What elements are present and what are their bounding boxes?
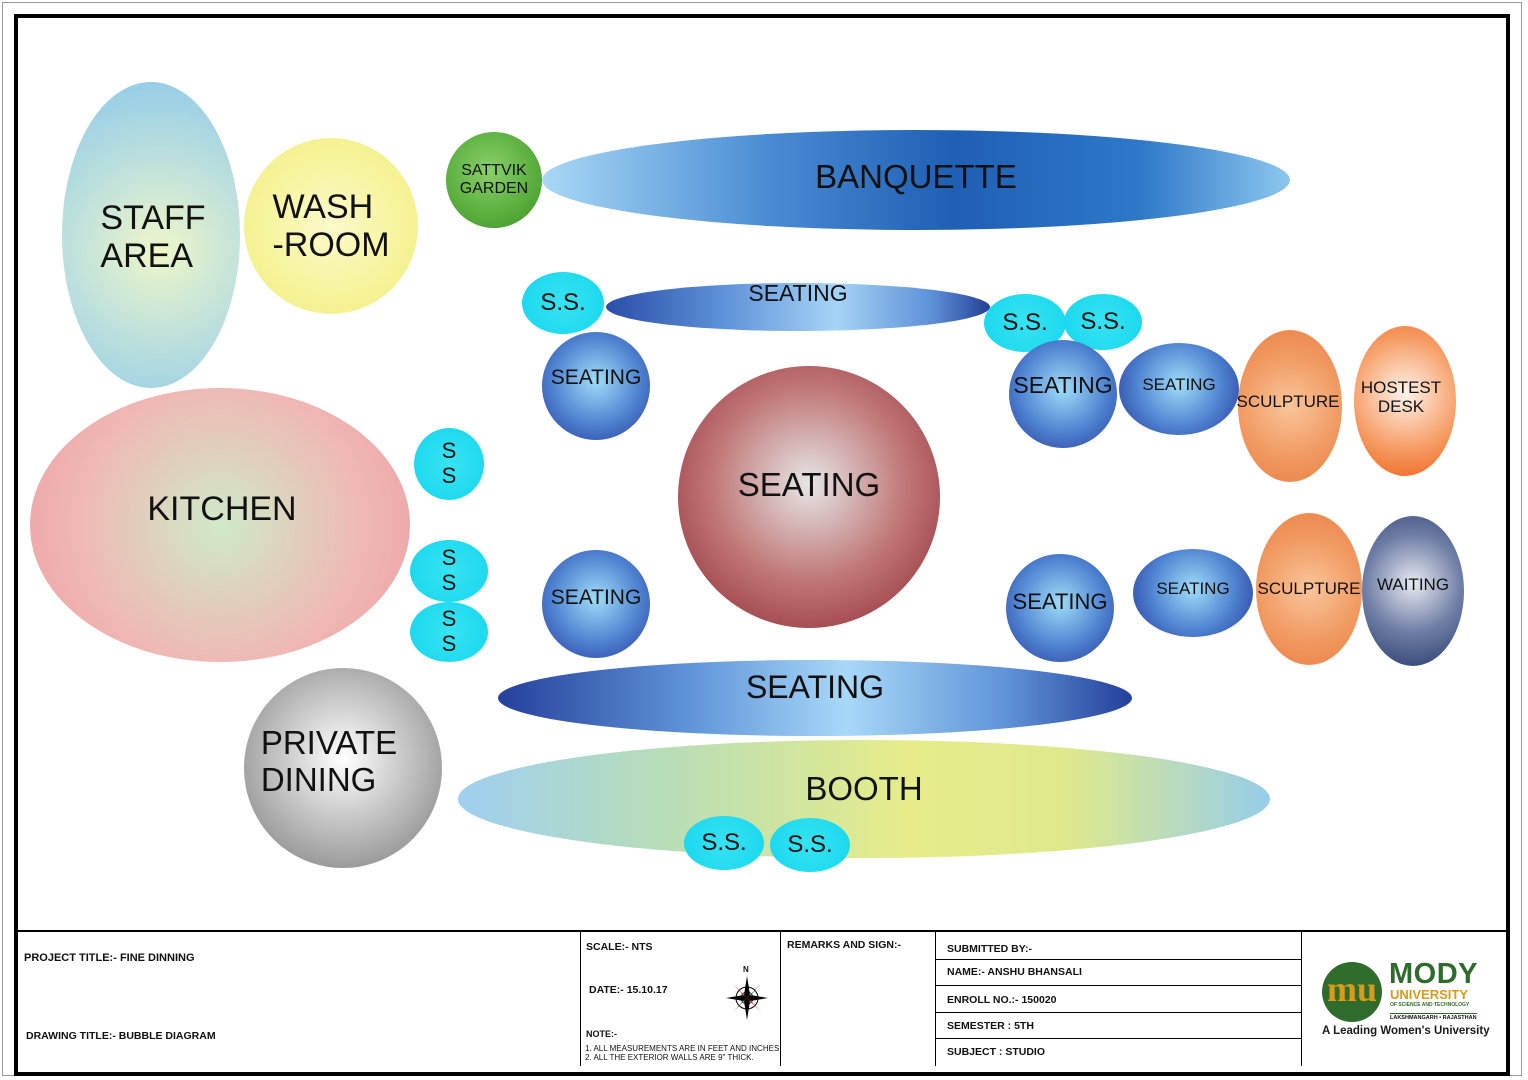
bubble-sculpture-upper: SCULPTURE xyxy=(1236,330,1342,482)
date-label: DATE:- 15.10.17 xyxy=(589,984,668,996)
bubble-ss-vertical-3: S S xyxy=(410,602,488,662)
logo-sub2: OF SCIENCE AND TECHNOLOGY xyxy=(1390,1002,1470,1008)
bubble-booth: BOOTH xyxy=(458,740,1270,858)
semester: SEMESTER : 5TH xyxy=(947,1020,1034,1032)
bubble-label: SCULPTURE xyxy=(1257,579,1361,599)
bubble-label: SEATING xyxy=(1156,579,1230,599)
bubble-ss-vertical-1: S S xyxy=(414,428,484,500)
bubble-label: S.S. xyxy=(540,288,586,316)
logo-cell: mu MODY UNIVERSITY OF SCIENCE AND TECHNO… xyxy=(1302,932,1506,1066)
bubble-ss-1: S.S. xyxy=(522,272,604,334)
enroll-row: ENROLL NO.:- 150020 xyxy=(936,986,1301,1013)
bubble-label: BOOTH xyxy=(805,769,923,807)
bubble-label: SATTVIK GARDEN xyxy=(459,162,529,197)
bubble-label: SEATING xyxy=(1013,372,1113,399)
bubble-sculpture-lower: SCULPTURE xyxy=(1256,513,1362,665)
bubble-wash-room: WASH -ROOM xyxy=(244,138,418,314)
semester-row: SEMESTER : 5TH xyxy=(936,1013,1301,1039)
bubble-ss-4: S.S. xyxy=(684,816,764,870)
logo-tagline: A Leading Women's University xyxy=(1322,1025,1490,1037)
bubble-private-dining: PRIVATE DINING xyxy=(244,668,442,868)
bubble-label: SEATING xyxy=(550,586,642,610)
submitted-row: SUBMITTED BY:- xyxy=(936,932,1301,960)
bubble-label: S.S. xyxy=(787,830,833,858)
bubble-seating-left-upper: SEATING xyxy=(542,332,650,440)
bubble-label: PRIVATE DINING xyxy=(260,724,398,798)
note-1: 1. ALL MEASUREMENTS ARE IN FEET AND INCH… xyxy=(585,1044,782,1053)
bubble-label: SEATING xyxy=(550,366,642,390)
bubble-seating-top-bar: SEATING xyxy=(606,280,990,331)
logo-sub: UNIVERSITY xyxy=(1390,987,1469,1002)
name-row: NAME:- ANSHU BHANSALI xyxy=(936,960,1301,986)
bubble-seating-right-upper-2: SEATING xyxy=(1119,343,1239,435)
bubble-ss-3: S.S. xyxy=(1064,294,1142,350)
bubble-label: STAFF AREA xyxy=(100,198,206,275)
logo-place: LAKSHMANGARH • RAJASTHAN xyxy=(1390,1013,1477,1021)
logo-mark-icon: mu xyxy=(1322,962,1382,1022)
university-logo: mu MODY UNIVERSITY OF SCIENCE AND TECHNO… xyxy=(1322,958,1498,1042)
logo-mark-text: mu xyxy=(1326,969,1377,1009)
bubble-ss-5: S.S. xyxy=(770,818,850,872)
bubble-ss-vertical-2: S S xyxy=(410,540,488,602)
bubble-label: S.S. xyxy=(701,828,747,856)
bubble-label: S S xyxy=(441,545,457,595)
bubble-label: SEATING xyxy=(1012,588,1108,614)
bubble-label: S S xyxy=(441,438,457,488)
submitted-by: SUBMITTED BY:- xyxy=(947,943,1032,955)
bubble-label: WAITING xyxy=(1376,575,1450,595)
note-2: 2. ALL THE EXTERIOR WALLS ARE 9" THICK. xyxy=(585,1053,754,1062)
project-cell: PROJECT TITLE:- FINE DINNING DRAWING TIT… xyxy=(18,932,581,1066)
bubble-label: S S xyxy=(441,606,457,656)
bubble-label: S.S. xyxy=(1002,308,1048,336)
subject: SUBJECT : STUDIO xyxy=(947,1046,1046,1058)
submitted-cell: SUBMITTED BY:- NAME:- ANSHU BHANSALI ENR… xyxy=(936,932,1302,1066)
bubble-banquette: BANQUETTE xyxy=(542,130,1290,230)
bubble-sattvik-garden: SATTVIK GARDEN xyxy=(446,132,542,228)
logo-name: MODY xyxy=(1389,958,1478,990)
bubble-label: BANQUETTE xyxy=(815,157,1017,195)
project-title: PROJECT TITLE:- FINE DINNING xyxy=(24,952,195,964)
enroll-number: ENROLL NO.:- 150020 xyxy=(947,994,1057,1006)
bubble-seating-center: SEATING xyxy=(678,366,940,628)
bubble-seating-left-lower: SEATING xyxy=(542,550,650,658)
note-label: NOTE:- xyxy=(586,1029,617,1039)
drawing-title: DRAWING TITLE:- BUBBLE DIAGRAM xyxy=(26,1030,216,1042)
remarks-cell: REMARKS AND SIGN:- xyxy=(781,932,936,1066)
bubble-label: KITCHEN xyxy=(147,489,297,528)
bubble-kitchen: KITCHEN xyxy=(30,388,410,662)
scale-label: SCALE:- NTS xyxy=(586,941,653,953)
bubble-label: SEATING xyxy=(748,280,848,307)
compass-rose-icon: N xyxy=(724,965,770,1021)
bubble-waiting: WAITING xyxy=(1362,516,1464,666)
drawing-frame xyxy=(14,14,1510,1076)
bubble-seating-right-lower-1: SEATING xyxy=(1006,554,1114,662)
north-label: N xyxy=(743,965,749,974)
bubble-hostest-desk: HOSTEST DESK xyxy=(1354,326,1456,476)
bubble-label: SEATING xyxy=(737,465,881,503)
bubble-label: SCULPTURE xyxy=(1236,392,1340,412)
bubble-seating-right-upper-1: SEATING xyxy=(1009,340,1117,448)
bubble-seating-bottom-bar: SEATING xyxy=(498,660,1132,736)
bubble-seating-right-lower-2: SEATING xyxy=(1133,549,1253,637)
subject-row: SUBJECT : STUDIO xyxy=(936,1039,1301,1066)
remarks-label: REMARKS AND SIGN:- xyxy=(787,939,901,951)
scale-cell: SCALE:- NTS DATE:- 15.10.17 NOTE:- 1. AL… xyxy=(581,932,782,1066)
bubble-label: SEATING xyxy=(745,669,885,706)
bubble-label: HOSTEST DESK xyxy=(1360,377,1442,416)
student-name: NAME:- ANSHU BHANSALI xyxy=(947,966,1082,978)
bubble-label: SEATING xyxy=(1142,375,1216,395)
bubble-label: WASH -ROOM xyxy=(272,187,390,264)
bubble-staff-area: STAFF AREA xyxy=(62,82,240,388)
title-block: PROJECT TITLE:- FINE DINNING DRAWING TIT… xyxy=(18,930,1506,1066)
bubble-label: S.S. xyxy=(1080,307,1126,335)
